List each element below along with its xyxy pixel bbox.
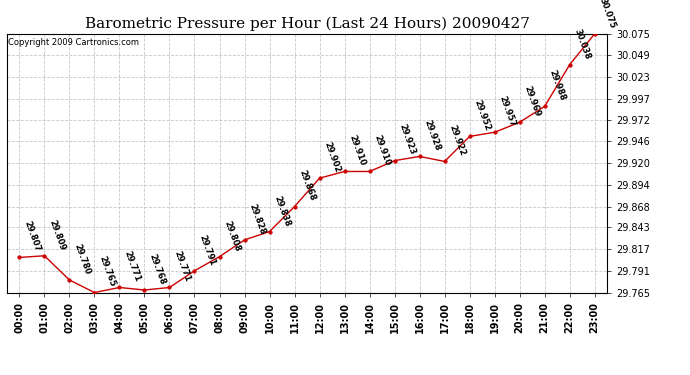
Text: 29.902: 29.902 [322, 141, 342, 174]
Text: 29.910: 29.910 [347, 134, 367, 167]
Text: 29.957: 29.957 [497, 95, 517, 128]
Text: 29.771: 29.771 [122, 250, 141, 284]
Text: 29.923: 29.923 [397, 123, 417, 156]
Text: 29.952: 29.952 [473, 99, 492, 132]
Text: 29.828: 29.828 [247, 202, 267, 236]
Text: 29.838: 29.838 [273, 194, 292, 227]
Text: 29.771: 29.771 [172, 250, 192, 284]
Text: 29.969: 29.969 [522, 85, 542, 118]
Text: 29.928: 29.928 [422, 119, 442, 152]
Text: 30.038: 30.038 [573, 27, 592, 60]
Text: 29.768: 29.768 [147, 252, 167, 286]
Text: 29.791: 29.791 [197, 233, 217, 267]
Text: 29.868: 29.868 [297, 169, 317, 202]
Text: 29.988: 29.988 [547, 69, 567, 102]
Text: 30.075: 30.075 [598, 0, 617, 30]
Text: 29.765: 29.765 [97, 255, 117, 288]
Title: Barometric Pressure per Hour (Last 24 Hours) 20090427: Barometric Pressure per Hour (Last 24 Ho… [85, 17, 529, 31]
Text: Copyright 2009 Cartronics.com: Copyright 2009 Cartronics.com [8, 38, 139, 46]
Text: 29.809: 29.809 [47, 218, 67, 252]
Text: 29.780: 29.780 [72, 243, 92, 276]
Text: 29.808: 29.808 [222, 219, 242, 252]
Text: 29.922: 29.922 [447, 124, 467, 157]
Text: 29.910: 29.910 [373, 134, 392, 167]
Text: 29.807: 29.807 [22, 220, 41, 253]
